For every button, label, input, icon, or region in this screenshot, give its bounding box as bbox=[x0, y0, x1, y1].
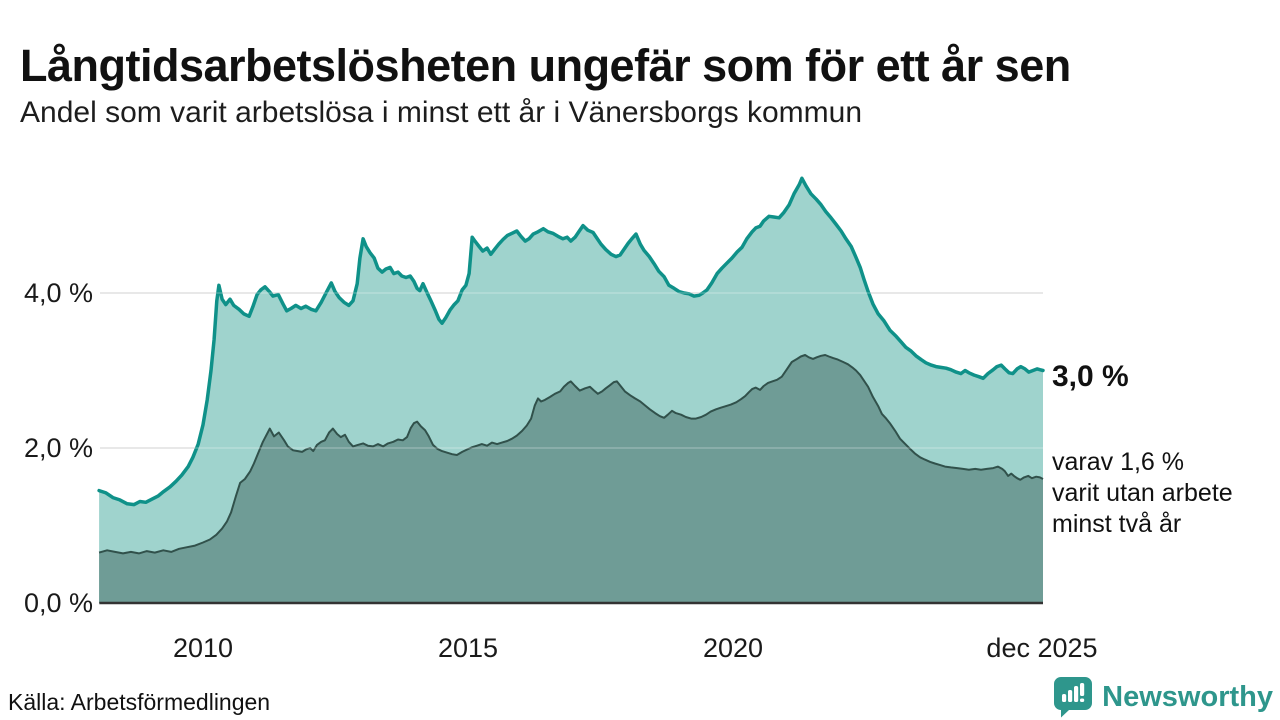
subset-annotation: varav 1,6 % varit utan arbete minst två … bbox=[1052, 447, 1233, 540]
series-min-two-years-line bbox=[98, 354, 1044, 555]
y-tick-label: 2,0 % bbox=[24, 433, 93, 463]
series-min-one-year-line bbox=[97, 176, 1045, 507]
y-tick-label: 0,0 % bbox=[24, 588, 93, 618]
chart-subtitle: Andel som varit arbetslösa i minst ett å… bbox=[20, 96, 863, 129]
newsworthy-logo: Newsworthy bbox=[1053, 676, 1273, 718]
series-min-two-years-area bbox=[99, 355, 1044, 603]
subset-annotation-line1: varav 1,6 % bbox=[1052, 448, 1185, 476]
source-note: Källa: Arbetsförmedlingen bbox=[8, 689, 271, 715]
newsworthy-badge-icon bbox=[1053, 676, 1093, 718]
newsworthy-wordmark: Newsworthy bbox=[1102, 680, 1273, 713]
x-tick-label: 2015 bbox=[438, 633, 498, 663]
x-tick-label: dec 2025 bbox=[986, 633, 1097, 663]
page-title: Långtidsarbetslösheten ungefär som för e… bbox=[20, 40, 1071, 92]
x-tick-label: 2020 bbox=[703, 633, 763, 663]
latest-value-label: 3,0 % bbox=[1052, 360, 1129, 393]
x-tick-label: 2010 bbox=[173, 633, 233, 663]
subset-annotation-line3: minst två år bbox=[1052, 510, 1182, 538]
subset-annotation-line2: varit utan arbete bbox=[1052, 479, 1233, 507]
y-tick-label: 4,0 % bbox=[24, 278, 93, 308]
